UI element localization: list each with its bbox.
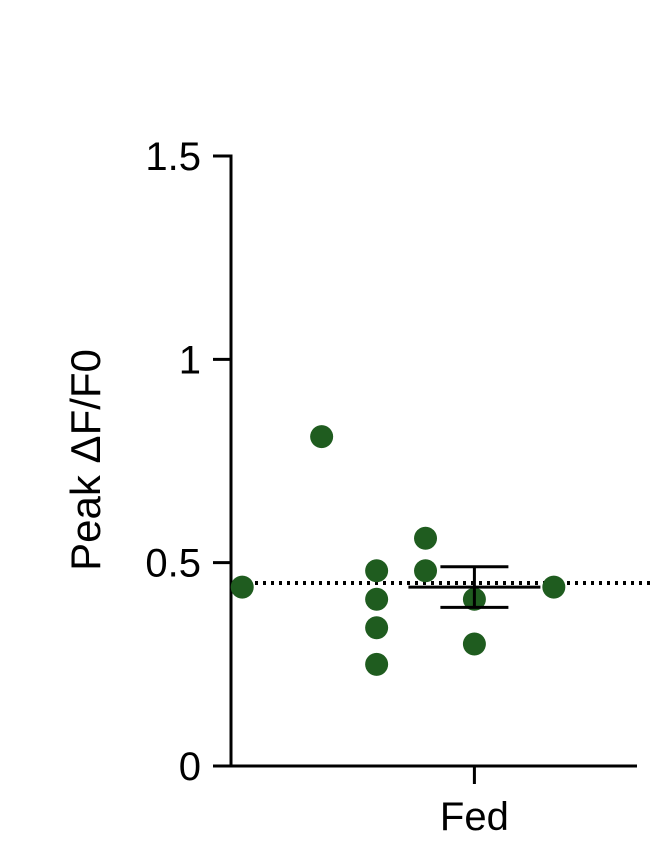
data-point-fed [310, 425, 334, 449]
data-point-fed [542, 575, 566, 599]
y-tick-label: 0.5 [145, 542, 201, 586]
data-point-fed [414, 559, 438, 583]
axes [229, 154, 637, 768]
data-point-fed [230, 575, 254, 599]
data-point-fed [365, 559, 389, 583]
y-tick-label: 1 [179, 338, 201, 382]
data-point-fed [462, 632, 486, 656]
data-point-fed [365, 652, 389, 676]
data-point-fed [365, 587, 389, 611]
y-axis-title: Peak ΔF/F0 [62, 349, 109, 571]
y-tick-label: 1.5 [145, 135, 201, 179]
mean-sem-bars [408, 565, 541, 609]
data-point-fed [414, 526, 438, 550]
y-ticks: 0 0.5 1 1.5 [145, 135, 231, 789]
error-bar-fed [408, 565, 541, 609]
data-points [230, 425, 566, 676]
y-tick-label: 0 [179, 745, 201, 789]
x-tick-label-fed: Fed [440, 795, 509, 839]
data-point-fed [365, 616, 389, 640]
x-ticks: FedStarved [440, 766, 509, 839]
